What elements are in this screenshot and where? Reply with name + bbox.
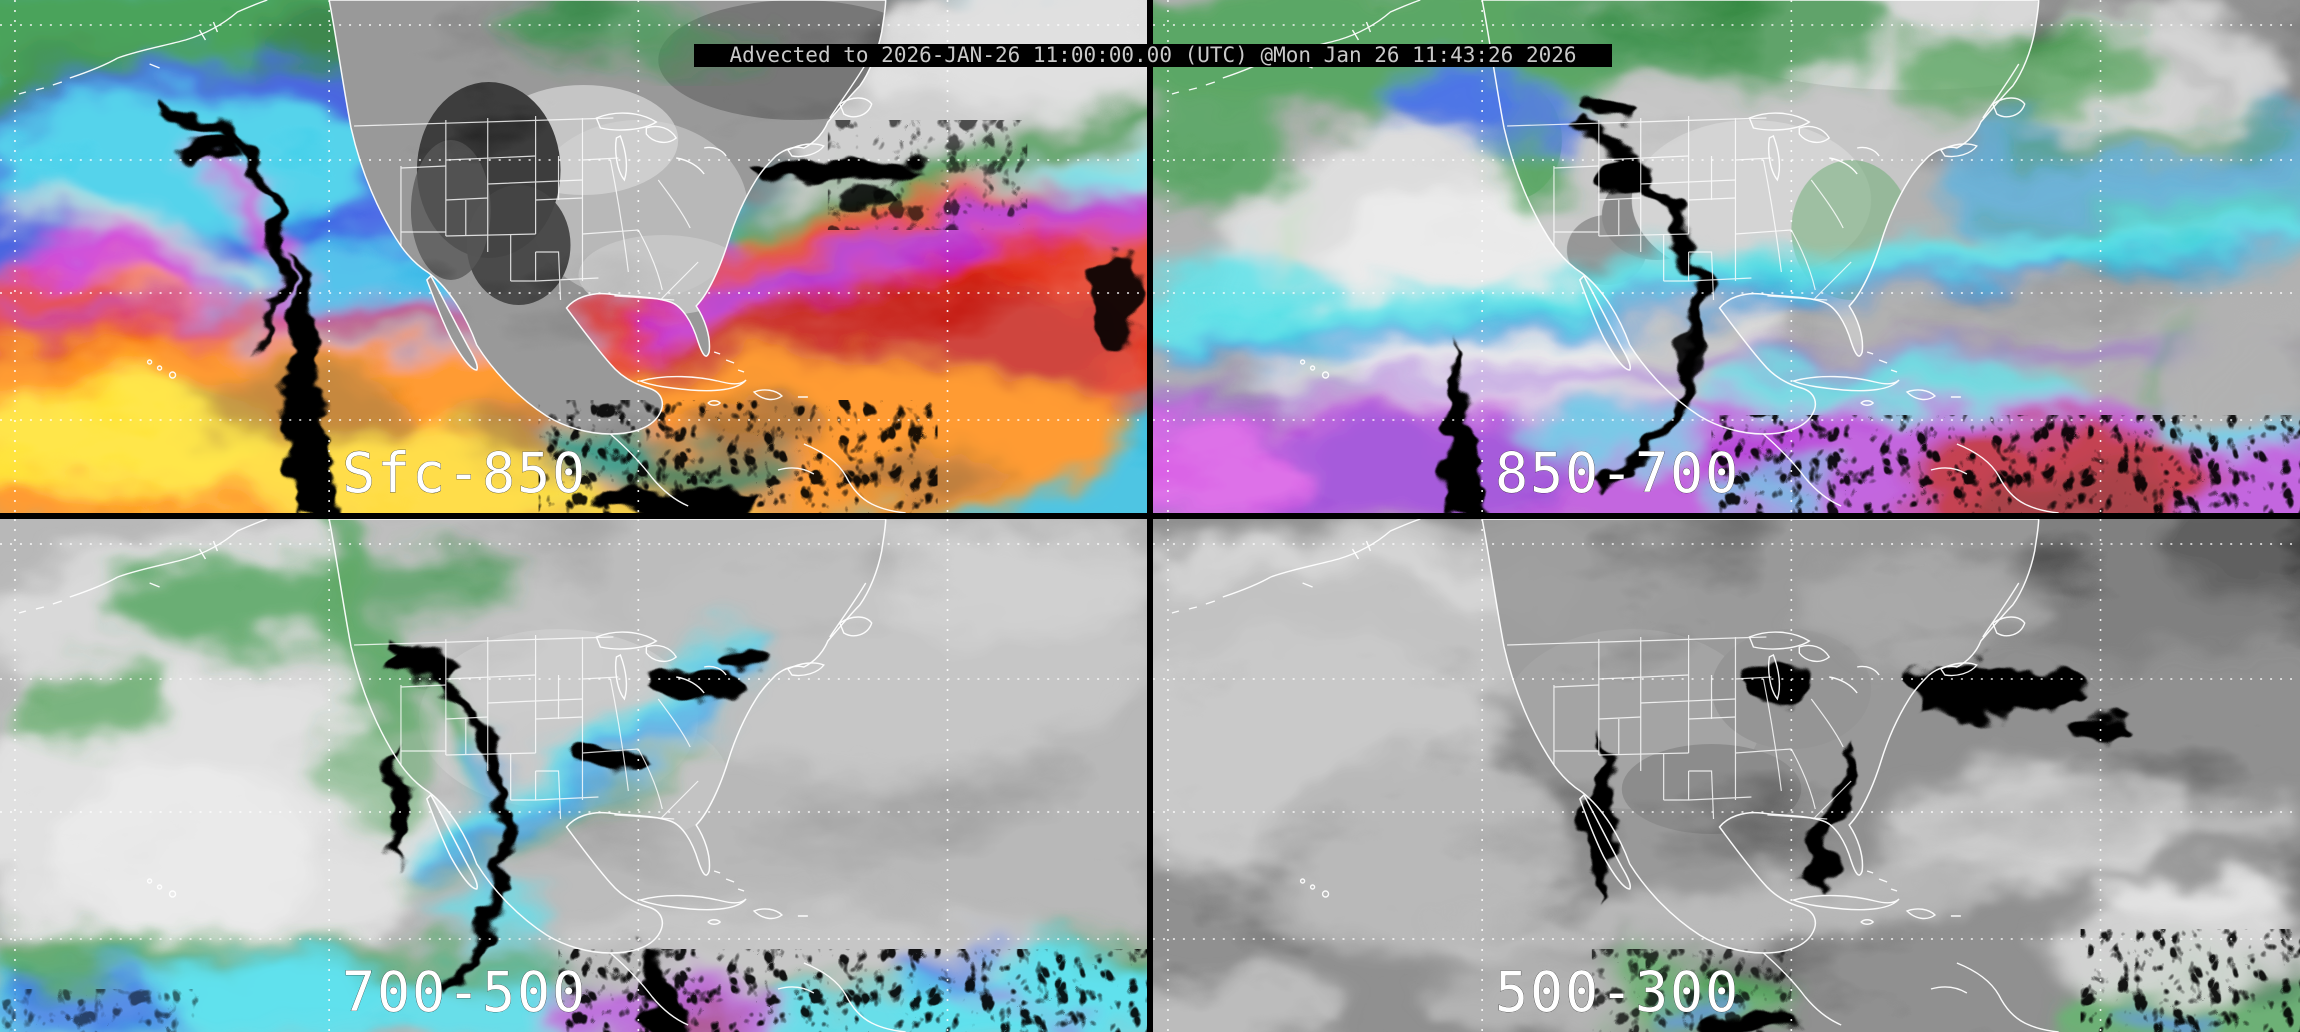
panel-label-700-500: 700-500 xyxy=(342,960,587,1024)
panel-850-700: 850-700 xyxy=(1153,0,2300,513)
title-text: Advected to 2026-JAN-26 11:00:00.00 (UTC… xyxy=(729,43,1577,67)
convective-specks xyxy=(1591,929,2300,1032)
panel-label-sfc-850: Sfc-850 xyxy=(342,441,587,505)
panel-label-500-300: 500-300 xyxy=(1495,960,1740,1024)
satellite-seam xyxy=(282,240,338,513)
convective-specks xyxy=(1711,415,2300,513)
panel-500-300: 500-300 xyxy=(1153,519,2300,1032)
title-bar: Advected to 2026-JAN-26 11:00:00.00 (UTC… xyxy=(694,44,1612,67)
convective-specks xyxy=(0,949,1147,1032)
panel-sfc-850: Sfc-850 xyxy=(0,0,1147,513)
panel-700-500: 700-500 xyxy=(0,519,1147,1032)
panel-label-850-700: 850-700 xyxy=(1495,441,1740,505)
satellite-seam xyxy=(1440,336,1485,513)
